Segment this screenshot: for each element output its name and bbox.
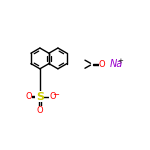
- Text: O: O: [99, 60, 106, 69]
- Text: O: O: [25, 92, 32, 101]
- Text: Na: Na: [110, 59, 123, 69]
- Text: O: O: [49, 92, 56, 101]
- Text: O: O: [37, 106, 43, 115]
- Text: +: +: [118, 58, 123, 64]
- Text: −: −: [52, 90, 59, 99]
- Text: S: S: [36, 92, 44, 102]
